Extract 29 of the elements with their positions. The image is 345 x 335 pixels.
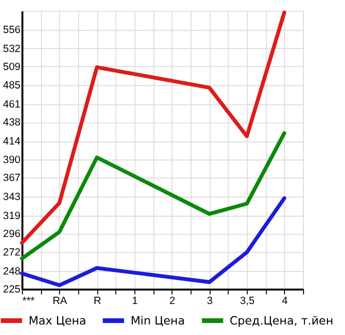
- y-tick-label: 296: [3, 228, 21, 240]
- y-tick-label: 367: [3, 173, 21, 184]
- line-series: [20, 131, 286, 260]
- legend-label: Max Цена: [28, 313, 86, 328]
- line-series: [20, 10, 286, 245]
- x-tick-label: RA: [52, 296, 68, 307]
- y-tick-label: 556: [3, 24, 21, 36]
- x-tick-label: R: [94, 296, 102, 307]
- y-tick-label: 248: [3, 266, 21, 278]
- legend-label: Сред.Цена, т.йен: [230, 313, 334, 328]
- y-tick-label: 485: [3, 80, 21, 92]
- y-tick-label: 509: [3, 62, 21, 73]
- y-tick-label: 390: [3, 155, 21, 166]
- x-tick-label: 1: [132, 296, 138, 307]
- y-tick-label: 532: [3, 44, 21, 55]
- x-tick-label: 2: [169, 296, 176, 307]
- y-tick-label: 438: [3, 117, 21, 128]
- x-tick-label: 3: [206, 296, 213, 307]
- y-tick-label: 319: [3, 210, 21, 222]
- y-tick-label: 225: [3, 284, 21, 296]
- y-tick-label: 343: [3, 192, 21, 203]
- y-tick-label: 272: [3, 248, 21, 259]
- legend-label: Min Цена: [130, 313, 185, 328]
- x-tick-label: 3,5: [240, 296, 255, 307]
- y-tick-label: 461: [3, 99, 21, 110]
- line-series: [20, 196, 286, 288]
- x-tick-label: ***: [22, 296, 35, 307]
- y-tick-label: 414: [3, 136, 21, 148]
- x-tick-label: 4: [282, 296, 288, 307]
